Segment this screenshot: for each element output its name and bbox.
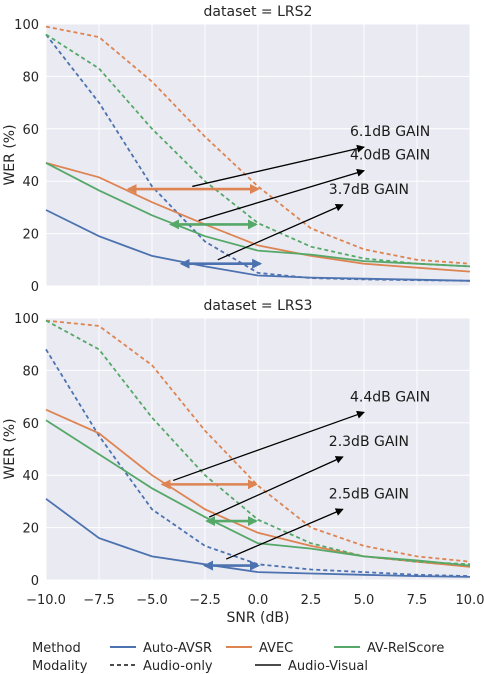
y-tick-label: 60 (22, 417, 39, 432)
gain-pointer-arrow (192, 144, 365, 188)
gain-pointer-arrow (208, 456, 344, 518)
panel-lrs3: 4.4dB GAIN 2.3dB GAIN 2.5dB GAIN 0 20 40 60 80… (2, 298, 471, 589)
y-tick-label: 80 (22, 70, 39, 85)
y-tick-label: 0 (31, 280, 39, 295)
annotations-lrs3: 4.4dB GAIN 2.3dB GAIN 2.5dB GAIN (160, 389, 430, 571)
x-tick-label: −5.0 (136, 593, 168, 608)
y-axis-label-lrs3: WER (%) (2, 418, 18, 479)
gain-pointer-arrow (198, 168, 365, 222)
legend: Method Modality Auto-AVSR AVEC AV-RelScore… (32, 641, 444, 674)
gain-annotation: 6.1dB GAIN (350, 124, 430, 140)
series-lrs2 (45, 25, 471, 282)
series-av-relscore-audio-visual (45, 162, 471, 268)
gain-pointer-arrow (225, 508, 344, 560)
y-tick-label: 20 (22, 228, 39, 243)
y-tick-label: 20 (22, 522, 39, 537)
y-tick-label: 40 (22, 175, 39, 190)
x-tick-label: 7.5 (407, 593, 428, 608)
series-lrs3 (45, 319, 471, 578)
y-ticks-lrs2: 0 20 40 60 80 100 (14, 18, 39, 295)
x-tick-label: −7.5 (83, 593, 115, 608)
y-axis-label-lrs2: WER (%) (2, 124, 18, 185)
gain-pointer-arrow (217, 203, 344, 261)
x-tick-label: −10.0 (26, 593, 66, 608)
gain-pointer-arrow (172, 410, 365, 482)
gain-annotation: 3.7dB GAIN (329, 182, 409, 198)
series-av-relscore-audio-visual (45, 419, 471, 567)
legend-items: Auto-AVSR AVEC AV-RelScore Audio-only Audio-… (110, 641, 444, 674)
series-auto-avsr-audio-visual (45, 209, 471, 282)
series-auto-avsr-audio-visual (45, 498, 471, 578)
y-tick-label: 0 (31, 574, 39, 589)
legend-label-audio-only: Audio-only (143, 659, 213, 674)
series-avec-audio-visual (45, 162, 471, 273)
series-avec-audio-only (45, 25, 471, 265)
grid-lrs2 (45, 23, 471, 287)
gain-annotation: 4.4dB GAIN (350, 389, 430, 405)
y-tick-label: 60 (22, 123, 39, 138)
x-axis-label: SNR (dB) (227, 610, 290, 626)
y-tick-label: 100 (14, 312, 39, 327)
gain-annotation: 2.3dB GAIN (329, 434, 409, 450)
panel-lrs2: 6.1dB GAIN 4.0dB GAIN 3.7dB GAIN 0 20 40 60 80… (2, 4, 471, 295)
legend-label-auto-avsr: Auto-AVSR (143, 641, 212, 656)
panel-title-lrs3: dataset = LRS3 (204, 298, 313, 314)
x-tick-label: 5.0 (354, 593, 375, 608)
legend-label-audio-visual: Audio-Visual (288, 659, 368, 674)
legend-label-av-relscore: AV-RelScore (367, 641, 444, 656)
legend-label-avec: AVEC (259, 641, 293, 656)
legend-modality-heading: Modality (32, 659, 88, 674)
y-ticks-lrs3: 0 20 40 60 80 100 (14, 312, 39, 589)
annotations-lrs2: 6.1dB GAIN 4.0dB GAIN 3.7dB GAIN (126, 124, 430, 269)
panel-title-lrs2: dataset = LRS2 (204, 4, 313, 20)
y-tick-label: 100 (14, 18, 39, 33)
x-tick-label: 0.0 (248, 593, 269, 608)
grid-lrs3 (45, 317, 471, 581)
x-tick-label: 10.0 (456, 593, 484, 608)
legend-method-heading: Method (32, 641, 81, 656)
y-tick-label: 80 (22, 364, 39, 379)
x-ticks: −10.0 −7.5 −5.0 −2.5 0.0 2.5 5.0 7.5 10.0 (26, 593, 484, 608)
y-tick-label: 40 (22, 469, 39, 484)
gain-annotation: 2.5dB GAIN (329, 486, 409, 502)
x-tick-label: −2.5 (189, 593, 221, 608)
x-tick-label: 2.5 (301, 593, 322, 608)
gain-annotation: 4.0dB GAIN (350, 148, 430, 164)
